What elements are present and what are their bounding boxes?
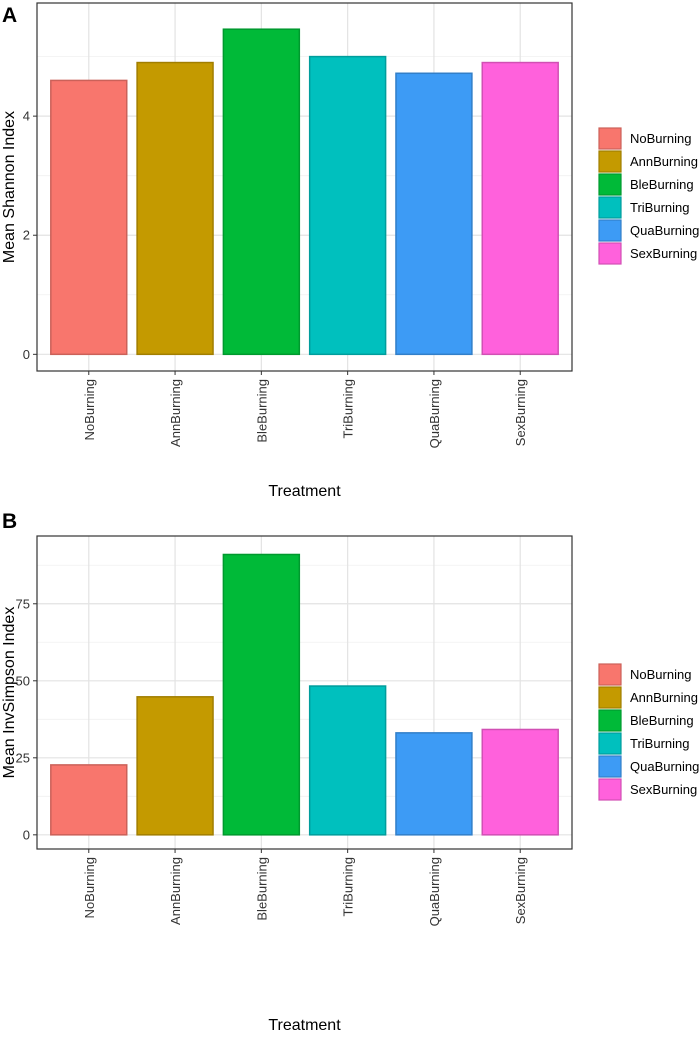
panel-label: B	[2, 510, 17, 533]
bar-QuaBurning	[395, 72, 473, 356]
legend-label-AnnBurning: AnnBurning	[630, 154, 698, 169]
x-tick-label: SexBurning	[513, 857, 528, 924]
x-axis-title: Treatment	[268, 1017, 341, 1034]
legend-label-TriBurning: TriBurning	[630, 200, 689, 215]
legend-key-NoBurning	[598, 663, 622, 686]
legend-label-NoBurning: NoBurning	[630, 131, 691, 146]
panel-label: A	[2, 4, 17, 27]
legend-key-BleBurning	[598, 709, 622, 732]
x-tick-label: SexBurning	[513, 379, 528, 446]
legend-label-NoBurning: NoBurning	[630, 667, 691, 682]
x-tick-label: AnnBurning	[168, 857, 183, 925]
y-axis-title: Mean Shannon Index	[1, 111, 18, 263]
legend-label-SexBurning: SexBurning	[630, 782, 697, 797]
x-tick-label: TriBurning	[341, 379, 356, 438]
x-tick-label: TriBurning	[341, 857, 356, 916]
legend-label-SexBurning: SexBurning	[630, 246, 697, 261]
plot-border	[36, 2, 573, 372]
legend: NoBurning AnnBurning BleBurning TriBurning Q…	[598, 127, 699, 265]
legend-label-QuaBurning: QuaBurning	[630, 223, 699, 238]
bar-NoBurning	[50, 764, 128, 836]
y-tick-label: 50	[16, 673, 30, 688]
x-tick-label: NoBurning	[82, 379, 97, 440]
x-axis-title: Treatment	[268, 483, 341, 500]
legend-label-BleBurning: BleBurning	[630, 713, 694, 728]
y-tick-label: 75	[16, 596, 30, 611]
x-tick-label: NoBurning	[82, 857, 97, 918]
x-tick-label: BleBurning	[254, 857, 269, 921]
legend-key-TriBurning	[598, 732, 622, 755]
bar-AnnBurning	[136, 61, 214, 356]
y-tick-label: 2	[23, 228, 30, 243]
legend-key-BleBurning	[598, 173, 622, 196]
y-axis-title: Mean InvSimpson Index	[1, 607, 18, 779]
legend-key-SexBurning	[598, 242, 622, 265]
legend: NoBurning AnnBurning BleBurning TriBurning Q…	[598, 663, 699, 801]
bar-AnnBurning	[136, 696, 214, 836]
bar-QuaBurning	[395, 732, 473, 836]
legend-key-AnnBurning	[598, 150, 622, 173]
legend-label-AnnBurning: AnnBurning	[630, 690, 698, 705]
legend-key-TriBurning	[598, 196, 622, 219]
bar-TriBurning	[308, 685, 387, 836]
x-tick-label: QuaBurning	[427, 857, 442, 926]
y-tick-label: 25	[16, 750, 30, 765]
chart-panel-B: 0 25 50 75 NoBurning AnnBurning BleBurning TriB…	[1, 510, 699, 1034]
bar-SexBurning	[481, 61, 559, 356]
bar-SexBurning	[481, 728, 559, 836]
y-tick-label: 0	[23, 347, 30, 362]
legend-key-NoBurning	[598, 127, 622, 150]
legend-key-QuaBurning	[598, 219, 622, 242]
legend-key-AnnBurning	[598, 686, 622, 709]
legend-label-TriBurning: TriBurning	[630, 736, 689, 751]
y-tick-label: 4	[23, 109, 30, 124]
legend-key-QuaBurning	[598, 755, 622, 778]
bar-NoBurning	[50, 79, 128, 356]
bar-BleBurning	[222, 28, 301, 356]
y-tick-label: 0	[23, 827, 30, 842]
bar-BleBurning	[222, 553, 301, 836]
plot-border	[36, 535, 573, 850]
chart-panel-A: 0 2 4 NoBurning AnnBurning BleBurning TriBurni…	[1, 2, 699, 500]
x-tick-label: BleBurning	[254, 379, 269, 443]
x-tick-label: QuaBurning	[427, 379, 442, 448]
legend-label-QuaBurning: QuaBurning	[630, 759, 699, 774]
legend-label-BleBurning: BleBurning	[630, 177, 694, 192]
x-tick-label: AnnBurning	[168, 379, 183, 447]
legend-key-SexBurning	[598, 778, 622, 801]
bar-TriBurning	[308, 55, 387, 356]
